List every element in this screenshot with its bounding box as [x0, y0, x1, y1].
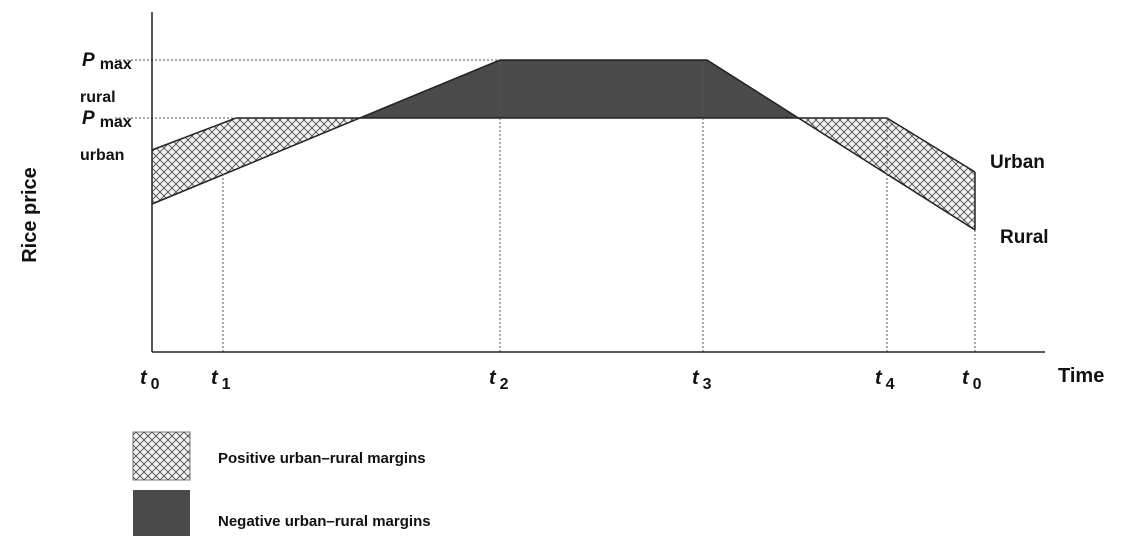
- rural-curve: [151, 59, 976, 231]
- tick-subscript: 0: [151, 376, 160, 393]
- tick-symbol: t: [875, 367, 883, 389]
- legend-swatch-negative: [133, 490, 190, 536]
- legend-label: Positive urban–rural margins: [218, 450, 426, 467]
- tick-subscript: 1: [222, 376, 231, 393]
- tick-symbol: t: [140, 367, 148, 389]
- tick-symbol: t: [211, 367, 219, 389]
- negative-margin: [360, 60, 798, 118]
- level-symbol: P: [82, 108, 95, 129]
- level-subscript: max: [100, 56, 132, 73]
- legend-label: Negative urban–rural margins: [218, 513, 431, 530]
- tick-symbol: t: [489, 367, 497, 389]
- guides: [115, 59, 976, 352]
- level-subscript: max: [100, 114, 132, 131]
- tick-subscript: 2: [500, 376, 509, 393]
- tick-subscript: 3: [703, 376, 712, 393]
- level-qualifier: rural: [80, 89, 116, 106]
- level-symbol: P: [82, 50, 95, 71]
- y-axis-label: Rice price: [19, 167, 41, 263]
- tick-subscript: 0: [973, 376, 982, 393]
- tick-symbol: t: [692, 367, 700, 389]
- tick-symbol: t: [962, 367, 970, 389]
- level-qualifier: urban: [80, 147, 124, 164]
- rural-label: Rural: [1000, 227, 1049, 248]
- x-axis-label: Time: [1058, 365, 1104, 387]
- tick-subscript: 4: [886, 376, 895, 393]
- legend-swatch-positive: [132, 431, 191, 481]
- urban-label: Urban: [990, 152, 1045, 173]
- urban-curve: [151, 117, 976, 173]
